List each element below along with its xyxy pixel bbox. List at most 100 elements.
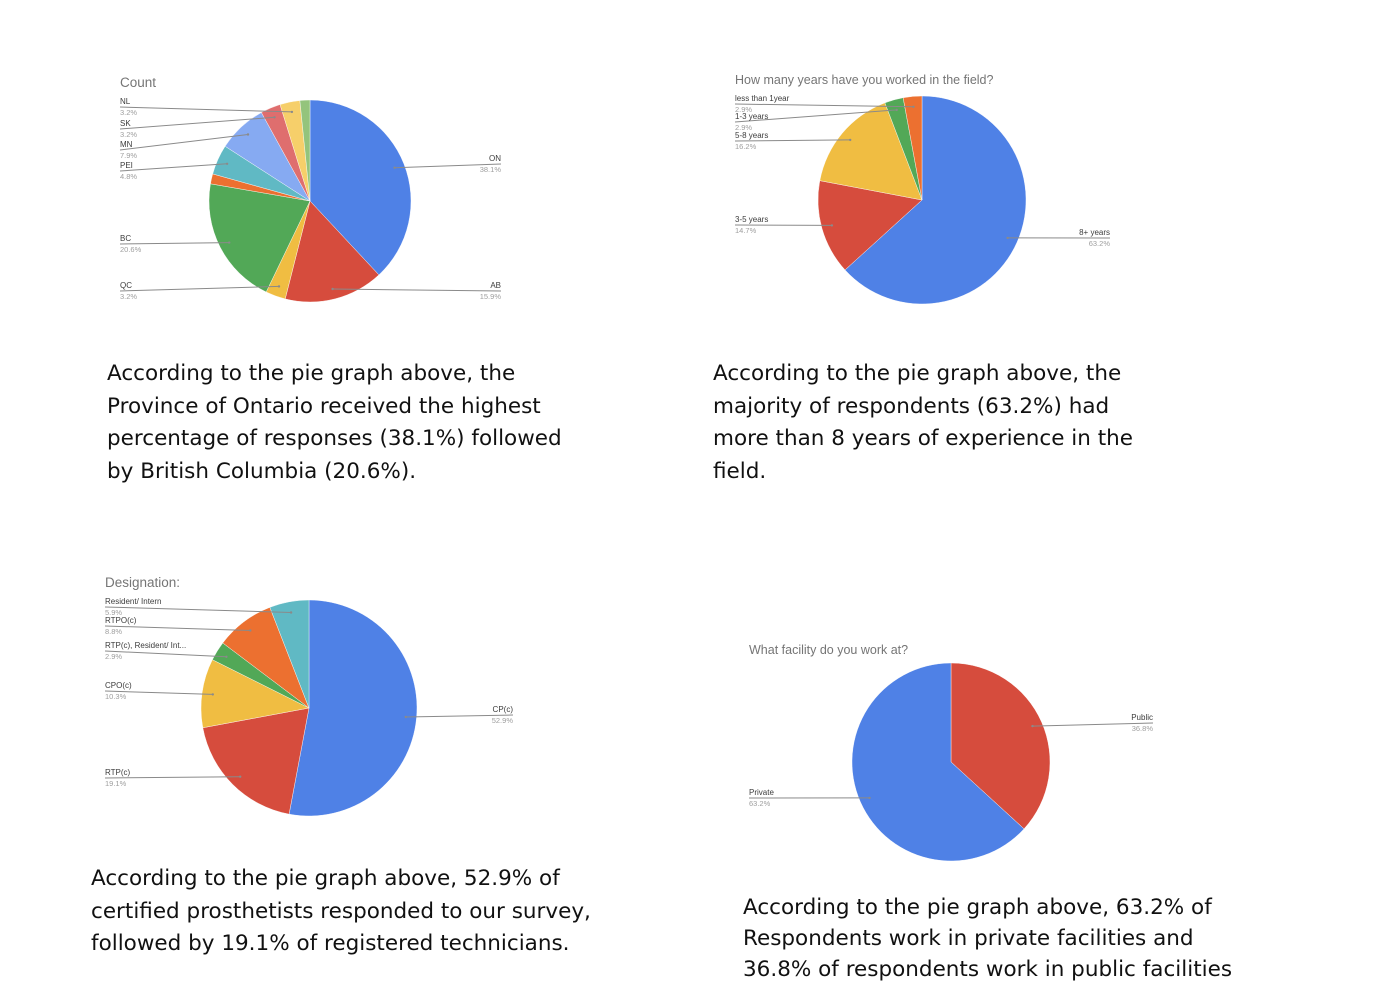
slice-percent: 2.9%: [735, 123, 752, 132]
leader-dot: [211, 693, 214, 696]
leader-dot: [404, 715, 407, 719]
chart-panel-province: Count ON 38.1% AB 15.9% QC 3.2% BC 20.6% PEI 4.8%…: [0, 0, 692, 500]
slice-label: RTP(c), Resident/ Int...: [105, 641, 186, 650]
leader-dot: [912, 105, 915, 109]
slice-percent: 4.8%: [120, 172, 137, 181]
leader-line: [734, 139, 851, 142]
leader-line: [1032, 722, 1154, 727]
leader-dot: [331, 287, 334, 291]
slice-label: AB: [490, 281, 501, 290]
slice-percent: 63.2%: [749, 799, 771, 808]
leader-dot: [225, 655, 228, 658]
slice-label: QC: [120, 281, 132, 290]
leader-dot: [246, 133, 250, 136]
pie-slice: [269, 599, 310, 709]
leader-dot: [1006, 236, 1009, 240]
pie-slice: [819, 102, 923, 201]
slice-percent: 10.3%: [105, 692, 127, 701]
pie-slice: [288, 599, 418, 817]
slice-percent: 63.2%: [1089, 239, 1111, 248]
pie-slice: [844, 95, 1027, 305]
slice-label: Resident/ Intern: [105, 597, 161, 606]
leader-line: [119, 242, 230, 245]
leader-line: [104, 650, 227, 658]
slice-label: 8+ years: [1079, 228, 1110, 237]
slice-percent: 3.2%: [120, 108, 137, 117]
leader-dot: [239, 775, 242, 778]
pie-slice: [851, 662, 1025, 862]
chart-title: Count: [120, 75, 156, 90]
leader-line: [104, 690, 213, 695]
slice-label: 3-5 years: [735, 215, 768, 224]
caption-years: According to the pie graph above, the ma…: [713, 361, 1134, 484]
slice-percent: 14.7%: [735, 226, 757, 235]
chart-title: What facility do you work at?: [749, 643, 908, 657]
pie-slice: [817, 180, 923, 271]
leader-dot: [277, 285, 281, 288]
leader-dot: [393, 166, 396, 169]
leader-line: [119, 134, 249, 151]
pie-chart-years: How many years have you worked in the fi…: [734, 73, 1111, 305]
leader-line: [119, 163, 228, 172]
leader-line: [104, 776, 241, 779]
leader-line: [104, 606, 292, 613]
slice-percent: 38.1%: [480, 165, 502, 174]
slice-label: RTP(c): [105, 768, 131, 777]
slice-label: less than 1year: [735, 94, 790, 103]
leader-line: [405, 714, 514, 718]
leader-line: [734, 103, 914, 108]
leader-dot: [273, 116, 276, 119]
slice-percent: 5.9%: [105, 608, 122, 617]
slice-percent: 16.2%: [735, 142, 757, 151]
pie-slice: [309, 99, 412, 276]
slice-label: BC: [120, 234, 131, 243]
pie-slice: [299, 99, 311, 202]
caption-designation: According to the pie graph above, 52.9% …: [91, 866, 591, 956]
leader-line: [104, 625, 251, 631]
slice-label: RTPO(c): [105, 616, 137, 625]
leader-line: [394, 163, 502, 169]
slice-percent: 36.8%: [1132, 724, 1154, 733]
chart-panel-years: How many years have you worked in the fi…: [713, 73, 1134, 484]
chart-title: Designation:: [105, 575, 180, 590]
slice-label: MN: [120, 140, 133, 149]
slice-percent: 8.8%: [105, 627, 122, 636]
chart-panel-designation: Designation: CP(c) 52.9% RTP(c) 19.1% CPO(c)…: [91, 575, 591, 956]
slice-label: 5-8 years: [735, 131, 768, 140]
slice-percent: 3.2%: [120, 130, 137, 139]
slice-percent: 2.9%: [735, 105, 752, 114]
pie-slice: [902, 95, 923, 201]
pie-slice: [202, 707, 310, 815]
pie-chart-designation: Designation: CP(c) 52.9% RTP(c) 19.1% CPO(c)…: [104, 575, 514, 817]
leader-line: [119, 106, 292, 113]
leader-dot: [849, 138, 852, 142]
pie-slice: [950, 662, 1051, 830]
pie-slice: [284, 200, 380, 303]
leader-line: [119, 285, 280, 292]
slice-label: SK: [120, 119, 131, 128]
leader-dot: [1031, 724, 1034, 728]
leader-dot: [868, 796, 871, 800]
leader-dot: [895, 108, 898, 112]
pie-chart-province: Count ON 38.1% AB 15.9% QC 3.2% BC 20.6% PEI 4.8%…: [119, 75, 502, 303]
leader-dot: [289, 611, 293, 614]
slice-label: Private: [749, 788, 774, 797]
pie-slice: [200, 659, 310, 728]
slice-label: Public: [1131, 713, 1153, 722]
slice-percent: 20.6%: [120, 245, 142, 254]
slice-label: 1-3 years: [735, 112, 768, 121]
slice-percent: 52.9%: [492, 716, 514, 725]
leader-dot: [830, 224, 834, 227]
slice-label: CP(c): [493, 705, 514, 714]
chart-title: How many years have you worked in the fi…: [735, 73, 994, 87]
slice-label: PEI: [120, 161, 133, 170]
slice-percent: 15.9%: [480, 292, 502, 301]
leader-line: [332, 288, 502, 292]
pie-chart-facility: What facility do you work at? Public 36.8…: [748, 643, 1154, 862]
leader-dot: [225, 162, 229, 165]
slice-percent: 3.2%: [120, 292, 137, 301]
slice-label: ON: [489, 154, 501, 163]
leader-line: [119, 116, 275, 130]
caption-facility: According to the pie graph above, 63.2% …: [743, 895, 1233, 982]
